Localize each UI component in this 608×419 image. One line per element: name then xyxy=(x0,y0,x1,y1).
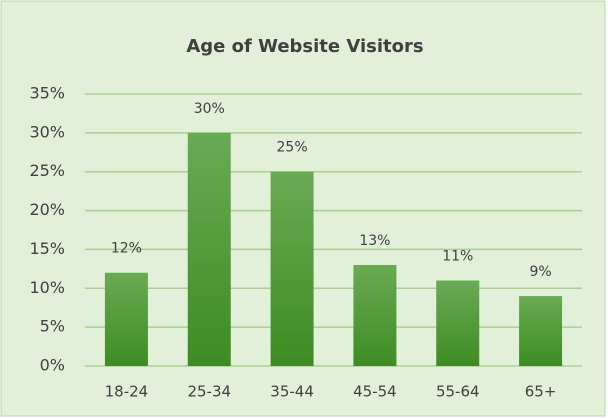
bar xyxy=(519,296,563,366)
bar xyxy=(353,264,397,366)
y-tick-label: 15% xyxy=(29,239,65,258)
y-tick-label: 20% xyxy=(29,200,65,219)
x-tick-label: 35-44 xyxy=(270,383,314,401)
y-tick-label: 30% xyxy=(29,122,65,141)
y-tick-label: 35% xyxy=(29,84,65,103)
bar xyxy=(104,272,148,366)
y-tick-label: 25% xyxy=(29,161,65,180)
data-label: 13% xyxy=(359,233,390,249)
y-tick-label: 5% xyxy=(40,317,65,336)
y-tick-label: 0% xyxy=(40,356,65,375)
x-tick-label: 55-64 xyxy=(436,383,480,401)
bar xyxy=(270,171,314,366)
x-tick-label: 65+ xyxy=(525,383,557,401)
x-tick-label: 45-54 xyxy=(353,383,397,401)
data-label: 9% xyxy=(529,264,551,280)
data-label: 11% xyxy=(442,249,473,265)
bar xyxy=(436,280,480,366)
x-tick-label: 18-24 xyxy=(105,383,149,401)
data-label: 12% xyxy=(111,241,142,257)
bar xyxy=(187,132,231,366)
data-label: 30% xyxy=(194,101,225,117)
chart-title: Age of Website Visitors xyxy=(186,36,423,57)
data-label: 25% xyxy=(277,140,308,156)
y-tick-label: 10% xyxy=(29,278,65,297)
x-tick-label: 25-34 xyxy=(187,383,231,401)
